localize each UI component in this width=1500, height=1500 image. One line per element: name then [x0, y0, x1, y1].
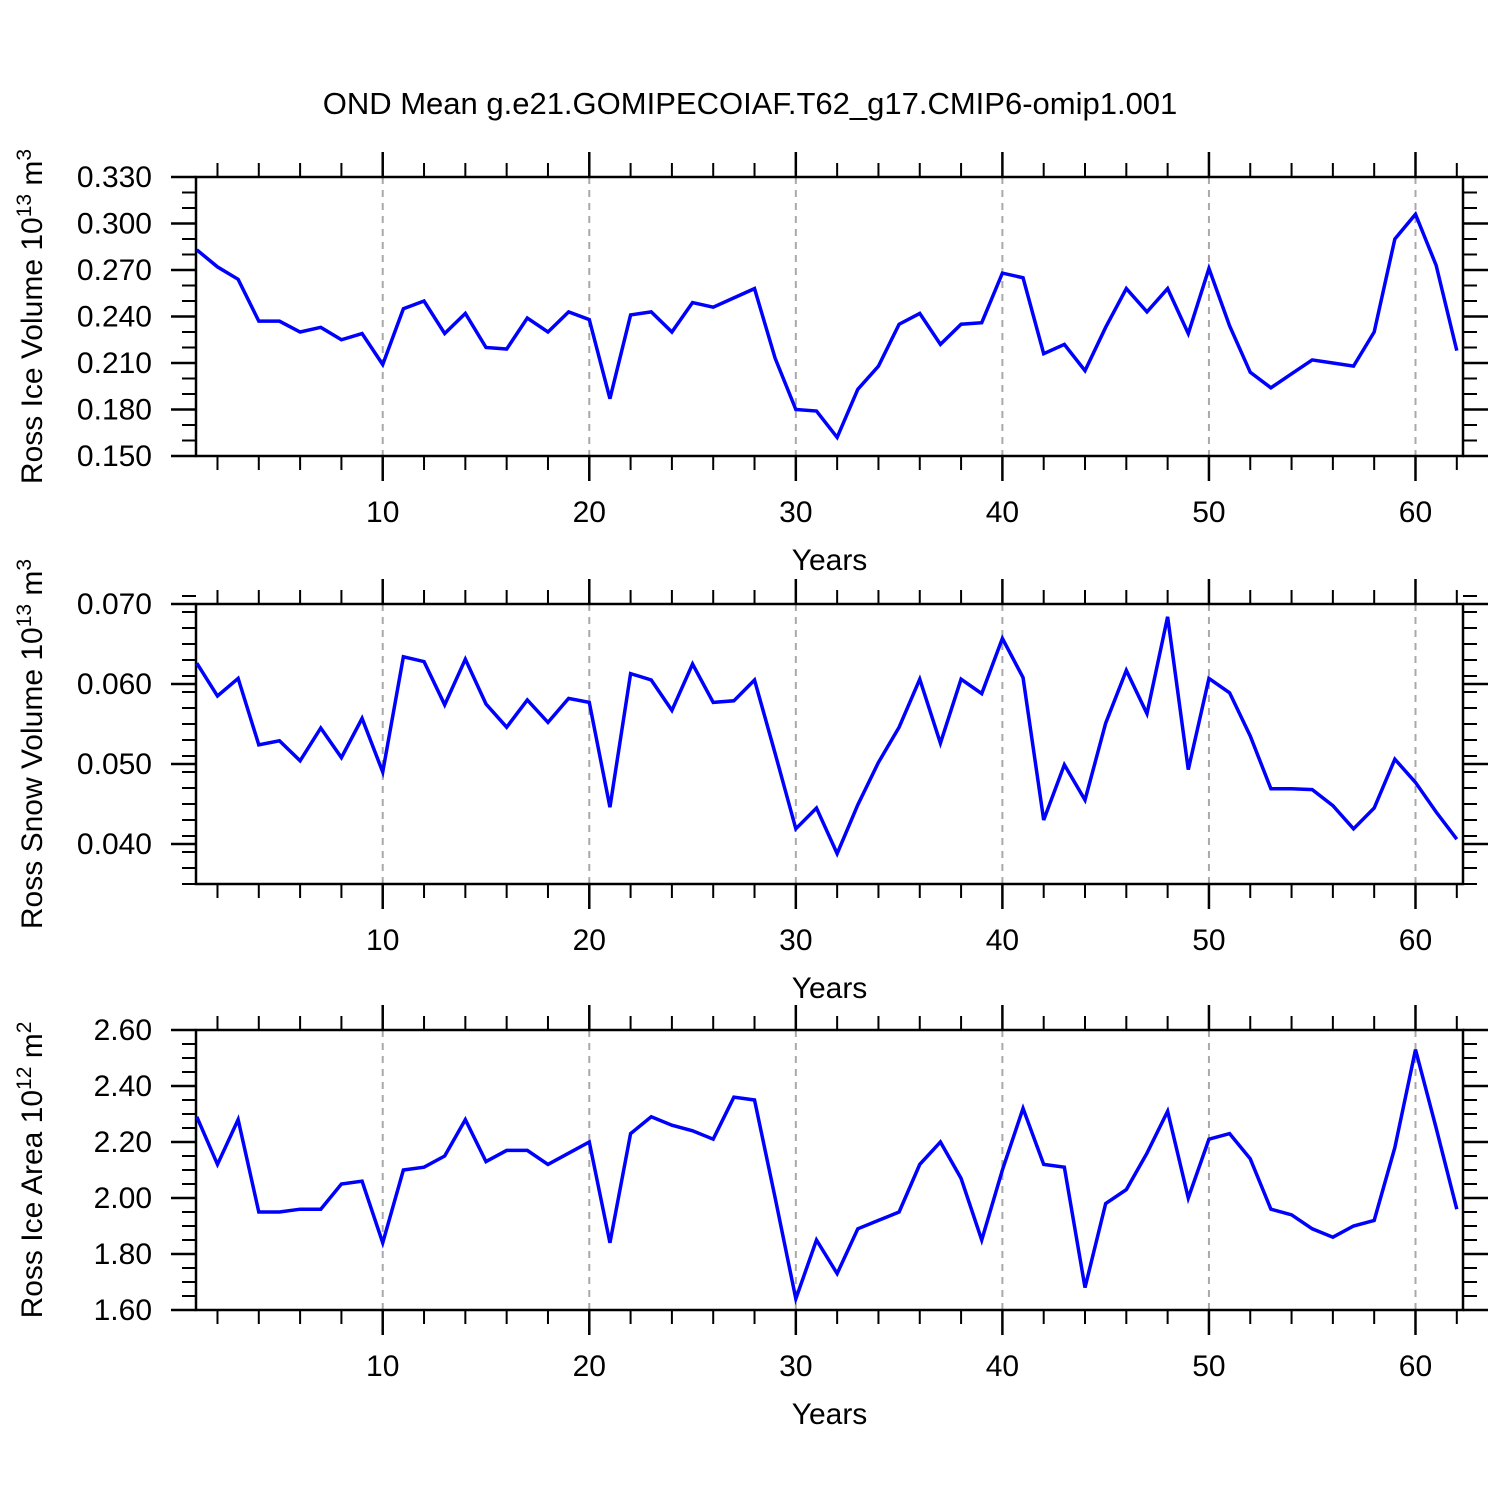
- series-line-ross-ice-area: [195, 1049, 1459, 1306]
- x-axis-title: Years: [792, 544, 868, 577]
- x-tick-label: 60: [1399, 496, 1432, 529]
- y-axis-title: Ross Ice Area 1012 m2: [13, 1022, 49, 1319]
- plot-frame: [194, 175, 1465, 458]
- y-tick-label: 0.050: [77, 748, 152, 781]
- x-tick-label: 50: [1192, 1350, 1225, 1383]
- x-tick-label: 50: [1192, 496, 1225, 529]
- x-tick-label: 30: [779, 924, 812, 957]
- y-tick-label: 2.40: [94, 1070, 152, 1103]
- y-tick-label: 0.330: [77, 161, 152, 194]
- y-tick-label: 0.180: [77, 394, 152, 427]
- panel-ross-ice-volume: 0.150 0.180 0.210 0.240 0.270 0.300 0.330 10 20 3…: [13, 149, 1488, 577]
- y-tick-label: 1.60: [94, 1294, 152, 1327]
- panel-ross-snow-volume: 0.040 0.050 0.060 0.070 10 20 30 40 50 60 Years Ros…: [13, 559, 1488, 1005]
- y-axis-title: Ross Snow Volume 1013 m3: [13, 559, 49, 929]
- series-line-ross-snow-volume: [195, 616, 1459, 858]
- y-tick-label: 0.150: [77, 440, 152, 473]
- x-tick-label: 10: [366, 1350, 399, 1383]
- x-axis-title: Years: [792, 972, 868, 1005]
- x-tick-label: 40: [986, 496, 1019, 529]
- x-axis-title: Years: [792, 1398, 868, 1431]
- y-tick-label: 0.040: [77, 828, 152, 861]
- y-tick-label: 2.60: [94, 1014, 152, 1047]
- x-tick-label: 30: [779, 496, 812, 529]
- panel-ross-ice-area: 1.60 1.80 2.00 2.20 2.40 2.60 10 20 30 40 50 60 Year…: [13, 1005, 1488, 1431]
- y-tick-label: 2.00: [94, 1182, 152, 1215]
- y-tick-label: 0.070: [77, 588, 152, 621]
- y-axis-title: Ross Ice Volume 1013 m3: [13, 149, 49, 484]
- y-tick-label: 0.300: [77, 208, 152, 241]
- x-tick-label: 30: [779, 1350, 812, 1383]
- x-tick-label: 20: [573, 1350, 606, 1383]
- x-tick-label: 60: [1399, 924, 1432, 957]
- x-tick-label: 40: [986, 1350, 1019, 1383]
- y-tick-label: 0.210: [77, 347, 152, 380]
- y-tick-label: 0.240: [77, 301, 152, 334]
- x-tick-label: 60: [1399, 1350, 1432, 1383]
- plot-frame: [194, 602, 1465, 886]
- y-tick-label: 2.20: [94, 1126, 152, 1159]
- y-tick-label: 0.060: [77, 668, 152, 701]
- series-line-ross-ice-volume: [195, 210, 1459, 441]
- x-tick-label: 40: [986, 924, 1019, 957]
- plot-frame: [194, 1028, 1465, 1312]
- x-tick-label: 20: [573, 924, 606, 957]
- x-tick-label: 10: [366, 924, 399, 957]
- page-title: OND Mean g.e21.GOMIPECOIAF.T62_g17.CMIP6…: [322, 86, 1178, 121]
- x-tick-label: 10: [366, 496, 399, 529]
- x-tick-label: 50: [1192, 924, 1225, 957]
- y-tick-label: 1.80: [94, 1238, 152, 1271]
- y-tick-label: 0.270: [77, 254, 152, 287]
- x-tick-label: 20: [573, 496, 606, 529]
